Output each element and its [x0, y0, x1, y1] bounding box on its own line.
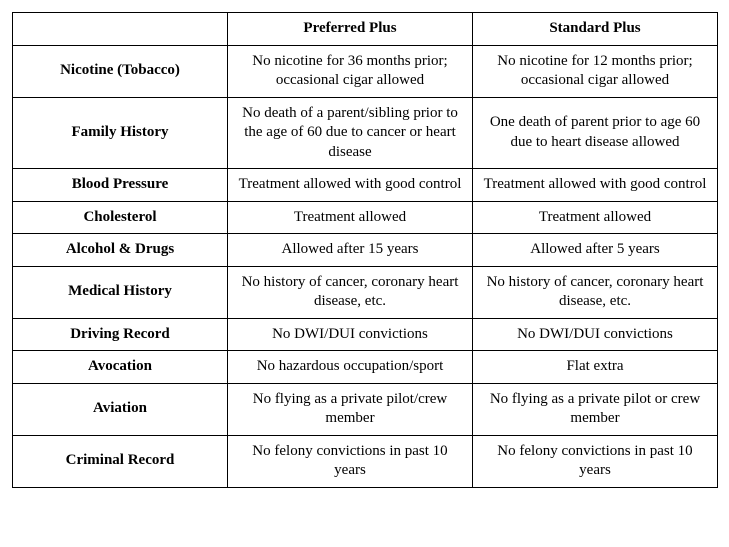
table-header-row: Preferred Plus Standard Plus — [13, 13, 718, 46]
table-row: Nicotine (Tobacco) No nicotine for 36 mo… — [13, 45, 718, 97]
header-blank-cell — [13, 13, 228, 46]
cell-alcohol-standard: Allowed after 5 years — [473, 234, 718, 267]
cell-criminal-preferred: No felony convictions in past 10 years — [228, 435, 473, 487]
table-body: Nicotine (Tobacco) No nicotine for 36 mo… — [13, 45, 718, 487]
row-label-driving-record: Driving Record — [13, 318, 228, 351]
table-row: Driving Record No DWI/DUI convictions No… — [13, 318, 718, 351]
row-label-aviation: Aviation — [13, 383, 228, 435]
table-row: Family History No death of a parent/sibl… — [13, 97, 718, 169]
row-label-nicotine: Nicotine (Tobacco) — [13, 45, 228, 97]
row-label-avocation: Avocation — [13, 351, 228, 384]
cell-nicotine-standard: No nicotine for 12 months prior; occasio… — [473, 45, 718, 97]
column-header-standard-plus: Standard Plus — [473, 13, 718, 46]
cell-aviation-preferred: No flying as a private pilot/crew member — [228, 383, 473, 435]
comparison-table: Preferred Plus Standard Plus Nicotine (T… — [12, 12, 718, 488]
cell-avocation-preferred: No hazardous occupation/sport — [228, 351, 473, 384]
cell-aviation-standard: No flying as a private pilot or crew mem… — [473, 383, 718, 435]
cell-avocation-standard: Flat extra — [473, 351, 718, 384]
row-label-criminal-record: Criminal Record — [13, 435, 228, 487]
table-row: Avocation No hazardous occupation/sport … — [13, 351, 718, 384]
table-row: Aviation No flying as a private pilot/cr… — [13, 383, 718, 435]
cell-family-standard: One death of parent prior to age 60 due … — [473, 97, 718, 169]
cell-driving-standard: No DWI/DUI convictions — [473, 318, 718, 351]
row-label-cholesterol: Cholesterol — [13, 201, 228, 234]
row-label-medical-history: Medical History — [13, 266, 228, 318]
cell-medical-preferred: No history of cancer, coronary heart dis… — [228, 266, 473, 318]
cell-criminal-standard: No felony convictions in past 10 years — [473, 435, 718, 487]
cell-alcohol-preferred: Allowed after 15 years — [228, 234, 473, 267]
table-row: Cholesterol Treatment allowed Treatment … — [13, 201, 718, 234]
table-row: Medical History No history of cancer, co… — [13, 266, 718, 318]
row-label-family-history: Family History — [13, 97, 228, 169]
cell-family-preferred: No death of a parent/sibling prior to th… — [228, 97, 473, 169]
cell-driving-preferred: No DWI/DUI convictions — [228, 318, 473, 351]
cell-nicotine-preferred: No nicotine for 36 months prior; occasio… — [228, 45, 473, 97]
table-row: Blood Pressure Treatment allowed with go… — [13, 169, 718, 202]
row-label-blood-pressure: Blood Pressure — [13, 169, 228, 202]
row-label-alcohol-drugs: Alcohol & Drugs — [13, 234, 228, 267]
table-row: Criminal Record No felony convictions in… — [13, 435, 718, 487]
cell-bp-preferred: Treatment allowed with good control — [228, 169, 473, 202]
table-row: Alcohol & Drugs Allowed after 15 years A… — [13, 234, 718, 267]
cell-chol-standard: Treatment allowed — [473, 201, 718, 234]
column-header-preferred-plus: Preferred Plus — [228, 13, 473, 46]
cell-bp-standard: Treatment allowed with good control — [473, 169, 718, 202]
cell-medical-standard: No history of cancer, coronary heart dis… — [473, 266, 718, 318]
cell-chol-preferred: Treatment allowed — [228, 201, 473, 234]
